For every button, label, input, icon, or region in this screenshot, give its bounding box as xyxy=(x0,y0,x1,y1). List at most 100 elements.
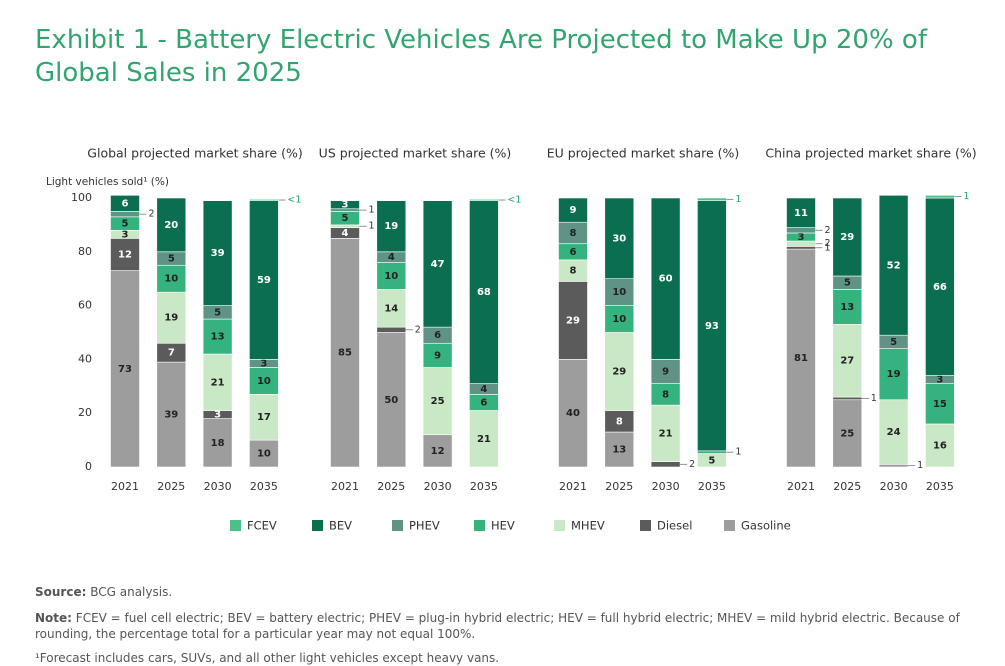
value-label: 4 xyxy=(480,384,487,395)
value-label: 3 xyxy=(798,232,805,243)
value-label: 8 xyxy=(662,389,669,400)
value-label: 68 xyxy=(477,287,491,298)
bar-segment xyxy=(110,195,140,212)
value-label: 10 xyxy=(384,271,398,282)
value-label: 50 xyxy=(384,395,398,406)
value-label: 20 xyxy=(164,220,178,231)
value-label: 29 xyxy=(566,315,580,326)
value-label: 6 xyxy=(480,397,487,408)
value-label: 40 xyxy=(566,408,580,419)
bar-segment xyxy=(422,342,453,368)
legend-label: BEV xyxy=(329,519,352,533)
bar-segment xyxy=(697,450,727,454)
bar-segment xyxy=(330,200,360,210)
value-label: 8 xyxy=(570,266,577,277)
bar-segment xyxy=(604,197,635,279)
bar-segment xyxy=(422,434,453,468)
value-label: 85 xyxy=(338,348,352,359)
y-tick-label: 20 xyxy=(78,406,92,419)
value-label: 7 xyxy=(168,348,175,359)
source: Source: BCG analysis. xyxy=(35,584,990,600)
value-label: 13 xyxy=(612,445,626,456)
x-tick-label: 2035 xyxy=(470,480,498,493)
value-label: 29 xyxy=(840,232,854,243)
bar-segment xyxy=(202,200,233,306)
value-label: 15 xyxy=(933,399,947,410)
legend-swatch xyxy=(724,520,735,531)
value-label: 25 xyxy=(431,396,445,407)
value-label: 66 xyxy=(933,282,947,293)
bar-segment xyxy=(249,200,279,360)
bar-segment xyxy=(650,359,681,384)
value-label: 12 xyxy=(118,249,132,260)
value-label: 13 xyxy=(840,302,854,313)
bar-segment xyxy=(422,367,453,436)
x-tick-label: 2021 xyxy=(331,480,359,493)
bar-segment xyxy=(925,195,955,199)
y-tick-label: 40 xyxy=(78,352,92,365)
bar-segment xyxy=(697,197,727,201)
x-tick-label: 2025 xyxy=(157,480,185,493)
value-label: 4 xyxy=(388,252,395,263)
legend-label: HEV xyxy=(491,519,515,533)
x-tick-label: 2030 xyxy=(652,480,680,493)
value-label: 10 xyxy=(612,287,626,298)
legend-swatch xyxy=(554,520,565,531)
x-tick-label: 2025 xyxy=(605,480,633,493)
bar-segment xyxy=(878,348,909,401)
value-label: 9 xyxy=(662,367,669,378)
bar-segment xyxy=(878,195,909,336)
value-label: 2 xyxy=(825,225,831,236)
source-text: BCG analysis. xyxy=(90,585,173,599)
value-label: 5 xyxy=(890,337,897,348)
value-label: 12 xyxy=(431,446,445,457)
value-label: 11 xyxy=(794,208,808,219)
bar-segment xyxy=(832,197,863,277)
value-label: 1 xyxy=(963,191,969,202)
bar-segment xyxy=(650,404,681,462)
value-label: 6 xyxy=(122,198,129,209)
y-tick-label: 0 xyxy=(85,460,92,473)
bar-segment xyxy=(330,224,360,228)
value-label: 3 xyxy=(260,358,267,369)
bar-segment xyxy=(604,431,635,468)
value-label: 13 xyxy=(211,332,225,343)
bar-segment xyxy=(786,197,816,228)
value-label: <1 xyxy=(507,195,521,206)
value-label: 39 xyxy=(211,248,225,259)
bar-segment xyxy=(249,367,279,395)
value-label: 9 xyxy=(570,205,577,216)
value-label: 1 xyxy=(735,194,741,205)
y-tick-label: 80 xyxy=(78,245,92,258)
legend-swatch xyxy=(230,520,241,531)
value-label: 14 xyxy=(384,303,398,314)
bar-segment xyxy=(156,361,187,468)
value-label: 24 xyxy=(887,427,901,438)
value-label: 5 xyxy=(214,307,221,318)
value-label: 2 xyxy=(149,209,155,220)
bar-segment xyxy=(156,197,187,253)
value-label: 18 xyxy=(211,438,225,449)
bar-segment xyxy=(832,324,863,398)
bar-segment xyxy=(202,318,233,355)
bar-segment xyxy=(925,197,955,376)
x-tick-label: 2021 xyxy=(787,480,815,493)
value-label: 1 xyxy=(369,221,375,232)
x-tick-label: 2035 xyxy=(926,480,954,493)
value-label: 81 xyxy=(794,353,808,364)
bar-segment xyxy=(376,262,407,290)
value-label: 21 xyxy=(477,434,491,445)
legend-label: PHEV xyxy=(409,519,440,533)
legend-label: Diesel xyxy=(657,519,692,533)
value-label: 21 xyxy=(211,377,225,388)
y-tick-label: 60 xyxy=(78,299,92,312)
x-tick-label: 2030 xyxy=(424,480,452,493)
bar-segment xyxy=(786,227,816,234)
value-label: 19 xyxy=(384,221,398,232)
value-label: 59 xyxy=(257,275,271,286)
bar-segment xyxy=(925,383,955,425)
value-label: 2 xyxy=(825,238,831,249)
value-label: 10 xyxy=(164,274,178,285)
value-label: 1 xyxy=(735,447,741,458)
y-tick-label: 100 xyxy=(71,191,92,204)
